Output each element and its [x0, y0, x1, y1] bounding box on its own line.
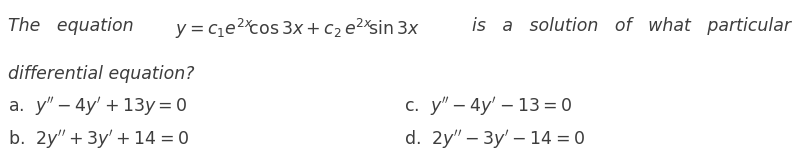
- Text: a.  $y'' - 4y' + 13y = 0$: a. $y'' - 4y' + 13y = 0$: [8, 95, 188, 118]
- Text: d.  $2y'' - 3y' - 14 = 0$: d. $2y'' - 3y' - 14 = 0$: [404, 128, 585, 150]
- Text: b.  $2y'' + 3y' + 14 = 0$: b. $2y'' + 3y' + 14 = 0$: [8, 128, 189, 150]
- Text: c.  $y'' - 4y' - 13 = 0$: c. $y'' - 4y' - 13 = 0$: [404, 95, 572, 118]
- Text: differential equation?: differential equation?: [8, 65, 194, 83]
- Text: The   equation: The equation: [8, 17, 134, 35]
- Text: $y = c_1 e^{2x}\!\cos 3x + c_2\, e^{2x}\!\sin 3x$: $y = c_1 e^{2x}\!\cos 3x + c_2\, e^{2x}\…: [175, 17, 420, 41]
- Text: is   a   solution   of   what   particular: is a solution of what particular: [472, 17, 791, 35]
